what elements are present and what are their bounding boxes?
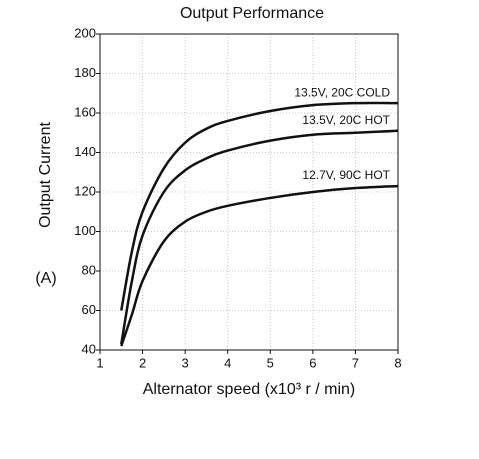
y-tick-label: 60	[82, 302, 96, 317]
series-label: 13.5V, 20C COLD	[294, 85, 390, 99]
x-tick-label: 1	[96, 355, 103, 370]
y-axis-label: Output Current	[37, 122, 54, 228]
y-tick-label: 180	[74, 65, 96, 80]
x-tick-label: 5	[267, 355, 274, 370]
y-tick-label: 160	[74, 104, 96, 119]
series-label: 13.5V, 20C HOT	[302, 113, 390, 127]
chart-title: Output Performance	[180, 5, 324, 22]
y-tick-label: 120	[74, 183, 96, 198]
x-axis-label: Alternator speed (x10³ r / min)	[143, 381, 356, 398]
plot-frame	[100, 34, 398, 350]
x-tick-label: 6	[309, 355, 316, 370]
y-tick-label: 40	[82, 341, 96, 356]
x-tick-label: 7	[352, 355, 359, 370]
y-axis-unit: (A)	[35, 270, 56, 287]
x-tick-label: 4	[224, 355, 231, 370]
series-label: 12.7V, 90C HOT	[302, 168, 390, 182]
y-tick-label: 140	[74, 144, 96, 159]
series-line	[121, 103, 398, 311]
series-line	[121, 186, 398, 346]
x-tick-label: 3	[182, 355, 189, 370]
x-tick-label: 2	[139, 355, 146, 370]
y-tick-label: 100	[74, 223, 96, 238]
x-tick-label: 8	[394, 355, 401, 370]
y-tick-label: 80	[82, 262, 96, 277]
series-line	[121, 131, 398, 344]
y-tick-label: 200	[74, 25, 96, 40]
